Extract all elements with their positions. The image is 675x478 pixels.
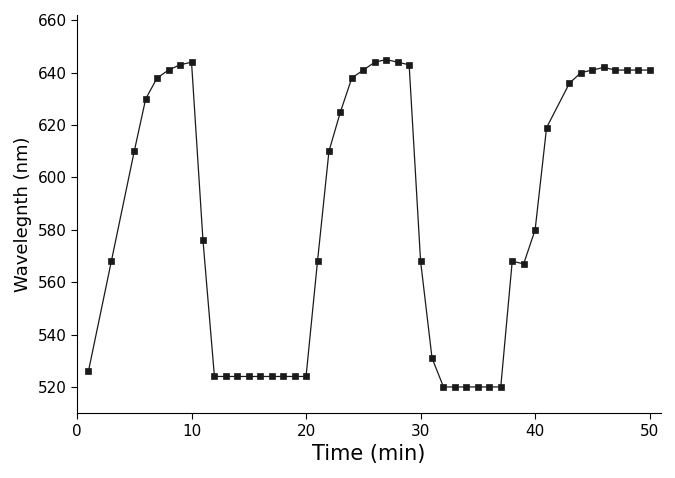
Y-axis label: Wavelegnth (nm): Wavelegnth (nm) [14,136,32,292]
X-axis label: Time (min): Time (min) [313,444,426,464]
